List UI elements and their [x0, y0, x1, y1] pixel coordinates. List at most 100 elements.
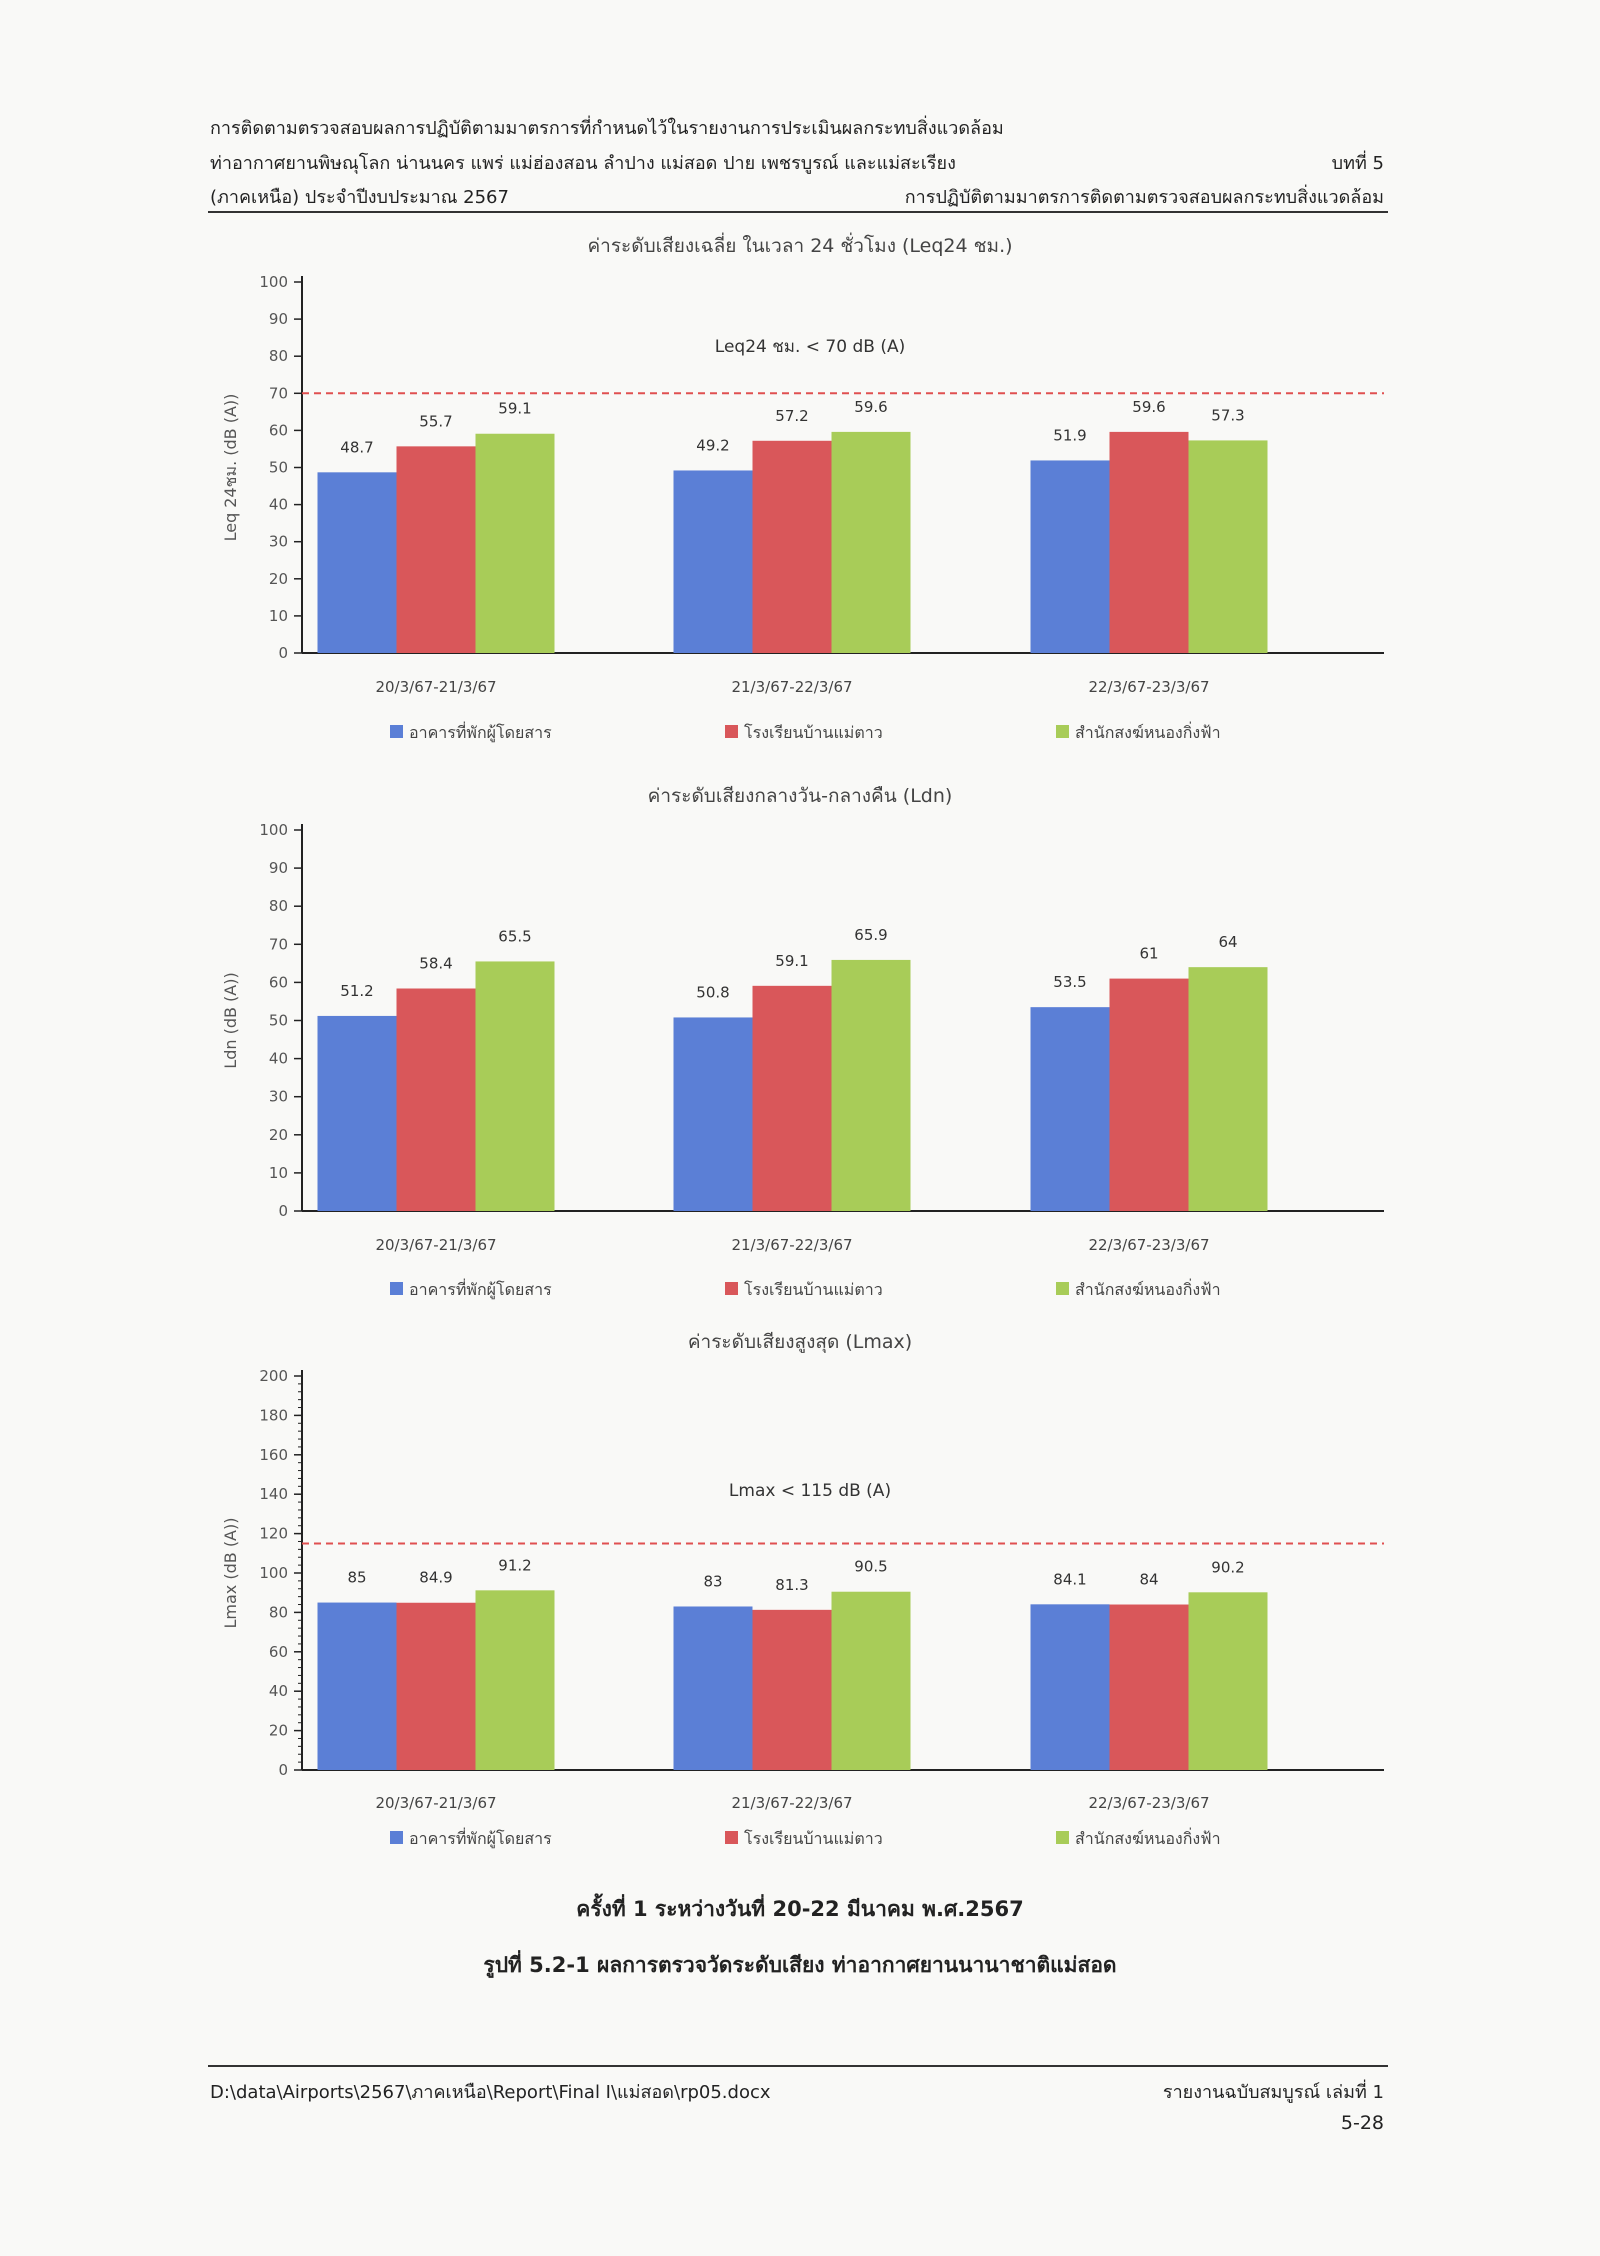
legend-label: อาคารที่พักผู้โดยสาร	[409, 1278, 552, 1300]
bar	[673, 470, 753, 653]
data-label: 59.1	[498, 400, 531, 418]
bar	[831, 959, 911, 1211]
bar	[475, 433, 555, 653]
bar	[396, 988, 476, 1211]
legend-swatch	[1056, 725, 1069, 738]
y-tick-label: 70	[269, 935, 288, 953]
figure-caption: รูปที่ 5.2-1 ผลการตรวจวัดระดับเสียง ท่าอ…	[483, 1953, 1117, 1977]
data-label: 53.5	[1053, 973, 1086, 991]
bar	[396, 446, 476, 653]
legend-label: สำนักสงฆ์หนองกิ่งฟ้า	[1075, 721, 1221, 742]
y-tick-label: 60	[269, 1643, 288, 1661]
bar	[317, 1015, 397, 1211]
data-label: 81.3	[775, 1576, 808, 1594]
data-label: 65.5	[498, 927, 531, 945]
header-line-1: การติดตามตรวจสอบผลการปฏิบัติตามมาตรการที…	[210, 118, 1004, 139]
data-label: 51.2	[340, 982, 373, 1000]
limit-label: Leq24 ชม. < 70 dB (A)	[715, 337, 905, 357]
data-label: 91.2	[498, 1556, 531, 1574]
bar	[1109, 978, 1189, 1211]
header-line-2: ท่าอากาศยานพิษณุโลก น่านนคร แพร่ แม่ฮ่อง…	[210, 153, 956, 174]
chart-title: ค่าระดับเสียงเฉลี่ย ในเวลา 24 ชั่วโมง (L…	[587, 232, 1012, 257]
y-tick-label: 10	[269, 607, 288, 625]
bar	[1188, 440, 1268, 653]
y-tick-label: 100	[259, 273, 288, 291]
bar	[1188, 1592, 1268, 1770]
header-rule	[208, 211, 1388, 213]
y-tick-label: 180	[259, 1406, 288, 1424]
legend-label: สำนักสงฆ์หนองกิ่งฟ้า	[1075, 1827, 1221, 1848]
legend-label: สำนักสงฆ์หนองกิ่งฟ้า	[1075, 1278, 1221, 1299]
bar	[752, 1609, 832, 1770]
x-tick-label: 22/3/67-23/3/67	[1088, 1794, 1209, 1812]
bar	[831, 1591, 911, 1770]
bar	[752, 985, 832, 1211]
data-label: 59.6	[854, 398, 887, 416]
y-tick-label: 60	[269, 421, 288, 439]
data-label: 90.2	[1211, 1558, 1244, 1576]
chart-leq24: ค่าระดับเสียงเฉลี่ย ในเวลา 24 ชั่วโมง (L…	[221, 232, 1384, 743]
data-label: 61	[1139, 945, 1158, 963]
legend-label: โรงเรียนบ้านแม่ตาว	[744, 1829, 883, 1848]
data-label: 51.9	[1053, 426, 1086, 444]
data-label: 85	[347, 1569, 366, 1587]
y-tick-label: 200	[259, 1367, 288, 1385]
x-tick-label: 20/3/67-21/3/67	[375, 1794, 496, 1812]
y-tick-label: 0	[278, 644, 288, 662]
data-label: 55.7	[419, 412, 452, 430]
bar	[752, 440, 832, 653]
data-label: 57.2	[775, 407, 808, 425]
x-tick-label: 20/3/67-21/3/67	[375, 1236, 496, 1254]
legend-swatch	[1056, 1282, 1069, 1295]
y-tick-label: 0	[278, 1202, 288, 1220]
x-tick-label: 21/3/67-22/3/67	[731, 1236, 852, 1254]
data-label: 49.2	[696, 436, 729, 454]
data-label: 48.7	[340, 438, 373, 456]
y-tick-label: 80	[269, 1603, 288, 1621]
y-tick-label: 80	[269, 347, 288, 365]
bar	[1188, 967, 1268, 1211]
x-tick-label: 21/3/67-22/3/67	[731, 678, 852, 696]
bar	[831, 431, 911, 653]
y-tick-label: 20	[269, 1722, 288, 1740]
y-tick-label: 50	[269, 459, 288, 477]
footer-file-path: D:\data\Airports\2567\ภาคเหนือ\Report\Fi…	[210, 2082, 771, 2103]
chapter-label: บทที่ 5	[1331, 153, 1384, 174]
y-tick-label: 100	[259, 1564, 288, 1582]
y-tick-label: 40	[269, 496, 288, 514]
bar	[475, 1590, 555, 1770]
section-label: การปฏิบัติตามมาตรการติดตามตรวจสอบผลกระทบ…	[904, 187, 1384, 208]
page-number: 5-28	[1340, 2112, 1384, 2134]
chart-ldn: ค่าระดับเสียงกลางวัน-กลางคืน (Ldn) Ldn (d…	[221, 785, 1384, 1300]
legend-swatch	[390, 1831, 403, 1844]
data-label: 83	[703, 1572, 722, 1590]
legend-label: โรงเรียนบ้านแม่ตาว	[744, 723, 883, 742]
chart-title: ค่าระดับเสียงกลางวัน-กลางคืน (Ldn)	[648, 785, 953, 807]
bar	[475, 961, 555, 1211]
data-label: 57.3	[1211, 406, 1244, 424]
legend-label: อาคารที่พักผู้โดยสาร	[409, 721, 552, 743]
x-tick-label: 20/3/67-21/3/67	[375, 678, 496, 696]
y-tick-label: 90	[269, 310, 288, 328]
y-tick-label: 120	[259, 1525, 288, 1543]
legend-label: โรงเรียนบ้านแม่ตาว	[744, 1280, 883, 1299]
data-label: 90.5	[854, 1558, 887, 1576]
bar	[396, 1602, 476, 1770]
y-tick-label: 90	[269, 859, 288, 877]
y-axis-label: Leq 24ชม. (dB (A))	[221, 394, 240, 542]
data-label: 84.9	[419, 1569, 452, 1587]
caption-round: ครั้งที่ 1 ระหว่างวันที่ 20-22 มีนาคม พ.…	[576, 1897, 1024, 1921]
bar	[1109, 431, 1189, 653]
chart-lmax: ค่าระดับเสียงสูงสุด (Lmax) Lmax (dB (A)) 0…	[221, 1331, 1384, 1849]
limit-label: Lmax < 115 dB (A)	[729, 1481, 891, 1501]
x-tick-label: 22/3/67-23/3/67	[1088, 1236, 1209, 1254]
data-label: 65.9	[854, 926, 887, 944]
legend-swatch	[725, 1282, 738, 1295]
y-axis-label: Ldn (dB (A))	[221, 972, 240, 1068]
bar	[673, 1606, 753, 1770]
data-label: 59.6	[1132, 398, 1165, 416]
y-tick-label: 70	[269, 384, 288, 402]
y-axis-label: Lmax (dB (A))	[221, 1518, 240, 1629]
bar	[673, 1017, 753, 1211]
